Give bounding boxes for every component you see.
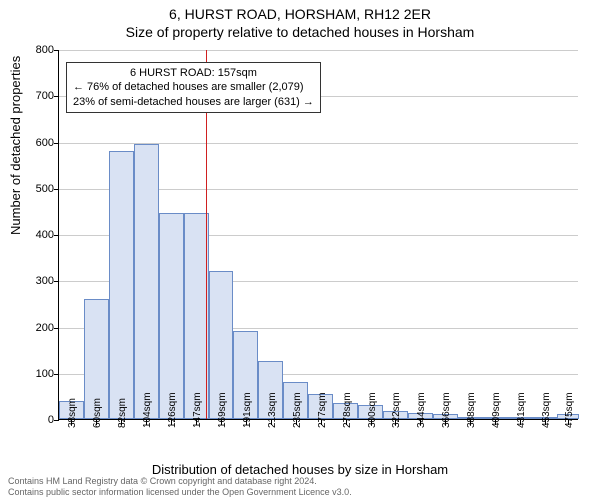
ytick-label: 300	[14, 275, 54, 287]
annotation-line1: 6 HURST ROAD: 157sqm	[73, 66, 314, 80]
histogram-bar	[184, 213, 209, 419]
footer-line-1: Contains HM Land Registry data © Crown c…	[8, 476, 352, 487]
ytick-label: 100	[14, 368, 54, 380]
ytick-mark	[54, 328, 59, 329]
ytick-mark	[54, 420, 59, 421]
ytick-label: 700	[14, 90, 54, 102]
chart-title-sub: Size of property relative to detached ho…	[0, 22, 600, 40]
chart-title-main: 6, HURST ROAD, HORSHAM, RH12 2ER	[0, 0, 600, 22]
footer-line-2: Contains public sector information licen…	[8, 487, 352, 498]
ytick-mark	[54, 235, 59, 236]
ytick-mark	[54, 96, 59, 97]
ytick-mark	[54, 50, 59, 51]
annotation-box: 6 HURST ROAD: 157sqm← 76% of detached ho…	[66, 62, 321, 113]
ytick-mark	[54, 189, 59, 190]
ytick-label: 400	[14, 229, 54, 241]
footer-attribution: Contains HM Land Registry data © Crown c…	[8, 476, 352, 498]
annotation-line2: ← 76% of detached houses are smaller (2,…	[73, 80, 314, 94]
ytick-mark	[54, 143, 59, 144]
ytick-label: 800	[14, 44, 54, 56]
ytick-label: 0	[14, 414, 54, 426]
ytick-mark	[54, 374, 59, 375]
ytick-mark	[54, 281, 59, 282]
ytick-label: 200	[14, 322, 54, 334]
gridline	[59, 50, 578, 51]
histogram-bar	[134, 144, 159, 419]
histogram-bar	[109, 151, 134, 419]
histogram-bar	[159, 213, 184, 419]
x-axis-label: Distribution of detached houses by size …	[0, 462, 600, 477]
ytick-label: 500	[14, 183, 54, 195]
annotation-line3: 23% of semi-detached houses are larger (…	[73, 95, 314, 109]
ytick-label: 600	[14, 137, 54, 149]
